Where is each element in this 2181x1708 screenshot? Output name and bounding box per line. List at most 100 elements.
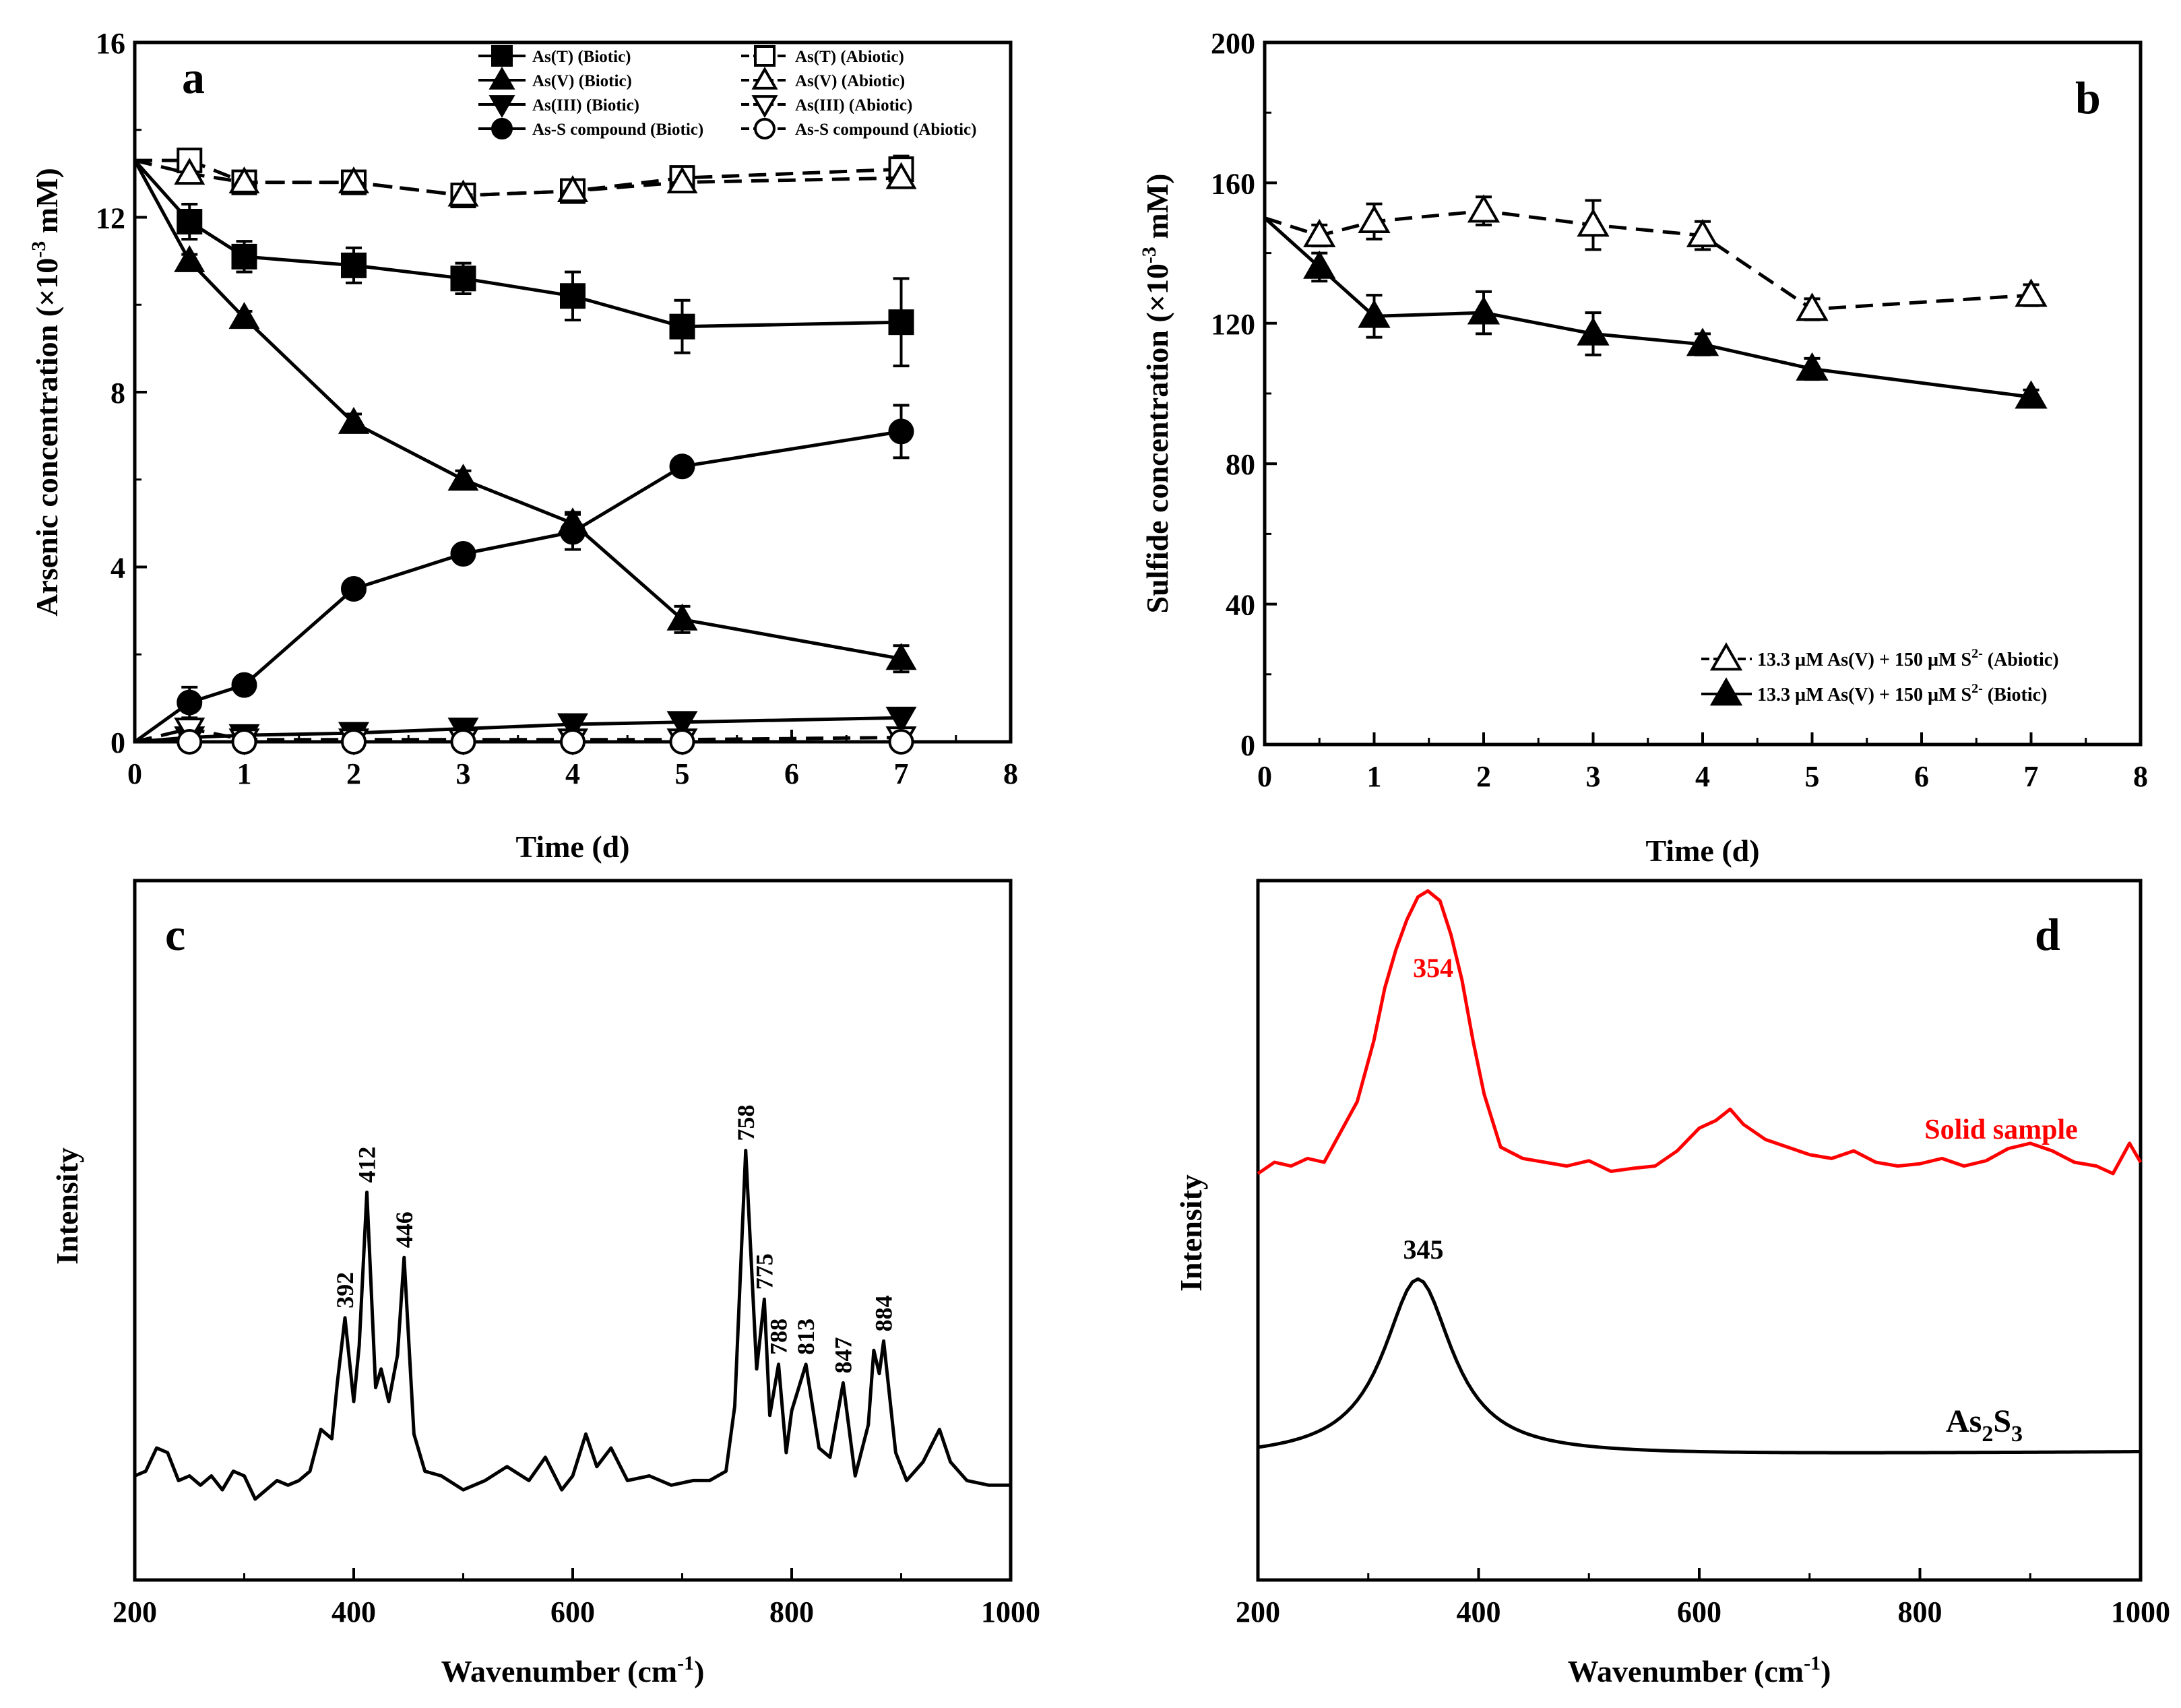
panel-a-legend-label: As(V) (Biotic) (532, 72, 632, 90)
panel-c-x-ticks: 200 400 600 800 1000 (113, 1568, 1040, 1628)
panel-b-legend-entry: 13.3 µM As(V) + 150 µM S2- (Abiotic) (1701, 642, 2059, 671)
panel-a-y-tick-label: 16 (96, 27, 125, 60)
panel-d-x-tick-label: 200 (1236, 1595, 1280, 1628)
panel-b-y-tick-label: 200 (1211, 27, 1255, 60)
panel-b-x-tick-label: 3 (1586, 760, 1601, 793)
panel-d-x-label-main: Wavenumber (cm (1568, 1654, 1804, 1688)
panel-a-data-point (666, 711, 698, 738)
panel-a-data-point (174, 245, 206, 272)
panel-a-x-tick-label: 5 (675, 757, 690, 790)
panel-b-y-label: Sulfide concentration (×10-3 mM) (1138, 174, 1174, 614)
panel-a-data-point (341, 575, 367, 602)
panel-b-label: b (2075, 72, 2101, 123)
panel-b-data-point (1303, 250, 1336, 279)
panel-a-legend-marker (488, 95, 515, 119)
panel-a-legend-entry: As(T) (Abiotic) (741, 45, 904, 67)
panel-b-data-point (1358, 204, 1391, 234)
panel-b-y-tick-label: 80 (1226, 448, 1255, 481)
panel-a-legend-entry: As(T) (Biotic) (478, 45, 631, 67)
panel-c-peak-label: 847 (829, 1337, 856, 1374)
panel-b-legend-label-tail: (Biotic) (1983, 685, 2048, 705)
panel-a-y-label-tail: mM) (30, 168, 64, 241)
panel-b-legend-label: 13.3 µM As(V) + 150 µM S2- (Abiotic) (1757, 646, 2059, 670)
panel-c-peak-label: 813 (792, 1319, 819, 1355)
panel-c-peak-label: 412 (354, 1147, 381, 1183)
panel-c-x-label: Wavenumber (cm-1) (441, 1652, 705, 1688)
panel-b-x-label: Time (d) (1645, 833, 1759, 868)
panel-d-x-label-sup: -1 (1804, 1652, 1821, 1674)
panel-b-legend-label: 13.3 µM As(V) + 150 µM S2- (Biotic) (1757, 681, 2047, 705)
panel-c-label: c (165, 909, 185, 960)
panel-a-legend-marker (754, 45, 776, 67)
panel-a-data-point (669, 729, 695, 755)
panel-d-x-label-tail: ) (1821, 1654, 1831, 1688)
panel-a-data-point (228, 302, 260, 329)
panel-a-series (133, 148, 917, 756)
panel-a-y-tick-label: 12 (96, 202, 125, 235)
panel-a-x-tick-label: 3 (456, 757, 471, 790)
panel-b-y-ticks: 0 40 80 120 160 200 (1211, 27, 1277, 762)
panel-a-data-point (174, 158, 206, 185)
panel-c-peak-label: 758 (732, 1105, 759, 1141)
as2s3-spectrum-line (1257, 1277, 2141, 1455)
panel-b-x-tick-label: 1 (1367, 760, 1382, 793)
panel-c: 200 400 600 800 1000 392 412 446 758 775 788 813 84… (50, 879, 1040, 1688)
as2s3-label-as: As (1946, 1403, 1982, 1439)
panel-b-legend-label-tail: (Abiotic) (1983, 650, 2059, 670)
panel-b-x-tick-label: 5 (1805, 760, 1820, 793)
panel-a-data-point (231, 729, 257, 755)
panel-b-legend-marker (1709, 677, 1743, 706)
panel-d-x-ticks: 200 400 600 800 1000 (1236, 1568, 2170, 1628)
panel-b-y-tick-label: 160 (1211, 167, 1255, 200)
panel-a-legend-label: As(T) (Abiotic) (795, 48, 904, 66)
panel-b-data-point (1796, 352, 1829, 381)
panel-b-y-tick-label: 120 (1211, 308, 1255, 341)
panel-a-data-point (450, 265, 476, 292)
panel-a-data-point (231, 243, 257, 270)
panel-a-legend-entry: As-S compound (Abiotic) (741, 118, 976, 139)
panel-a-data-point (669, 313, 695, 340)
panel-a-x-tick-label: 1 (237, 757, 252, 790)
panel-b-x-tick-label: 7 (2024, 760, 2039, 793)
panel-d-x-tick-label: 800 (1898, 1595, 1942, 1628)
panel-b-y-tick-label: 0 (1240, 729, 1255, 762)
panel-b: 0 1 2 3 4 5 6 7 8 0 40 80 120 160 200 b Time (d) Sulf… (1138, 27, 2148, 868)
panel-a-series-1 (133, 159, 917, 674)
panel-a-label: a (182, 52, 205, 103)
panel-b-data-point (1467, 194, 1500, 223)
panel-a-series-3 (133, 404, 914, 744)
panel-a-data-point (666, 603, 698, 631)
panel-a-data-point (338, 406, 370, 434)
as2s3-label-sub1: 2 (1982, 1422, 1993, 1447)
panel-b-data-point (1577, 317, 1610, 346)
panel-a-x-tick-label: 6 (784, 757, 799, 790)
panel-a-x-tick-label: 7 (894, 757, 909, 790)
panel-b-legend-label-sup: 2- (1971, 681, 1983, 696)
panel-a-series-line (134, 726, 902, 744)
panel-d-label: d (2035, 909, 2060, 960)
panel-c-peak-labels: 392 412 446 758 775 788 813 847 884 (331, 1105, 897, 1374)
panel-a-legend-label: As(V) (Abiotic) (795, 72, 905, 90)
panel-a-data-point (560, 519, 586, 545)
as2s3-label: As2S3 (1946, 1403, 2023, 1447)
panel-b-y-tick-label: 40 (1226, 589, 1255, 622)
panel-b-y-label-tail: mM) (1140, 174, 1174, 247)
panel-a-legend-marker (754, 118, 776, 139)
panel-a-legend-label: As(III) (Abiotic) (795, 96, 912, 115)
panel-c-peak-label: 392 (331, 1272, 358, 1308)
panel-b-legend: 13.3 µM As(V) + 150 µM S2- (Abiotic)13.3… (1701, 642, 2059, 706)
panel-a-legend-marker (491, 45, 513, 67)
panel-a-legend-label: As(III) (Biotic) (532, 96, 639, 115)
panel-a-data-point (231, 672, 257, 698)
panel-a-data-point (557, 175, 589, 203)
panel-c-peak-label: 775 (751, 1253, 778, 1290)
panel-a-data-point (885, 706, 917, 734)
panel-b-data-point (1686, 327, 1719, 356)
panel-c-x-label-sup: -1 (677, 1652, 694, 1674)
panel-b-legend-label-main: 13.3 µM As(V) + 150 µM S (1757, 650, 1971, 670)
panel-a-series-5 (134, 158, 917, 207)
panel-c-x-tick-label: 1000 (981, 1595, 1040, 1628)
panel-b-data-point (1686, 218, 1719, 247)
panel-a-legend-marker (751, 95, 778, 119)
panel-a-series-0 (133, 159, 914, 368)
